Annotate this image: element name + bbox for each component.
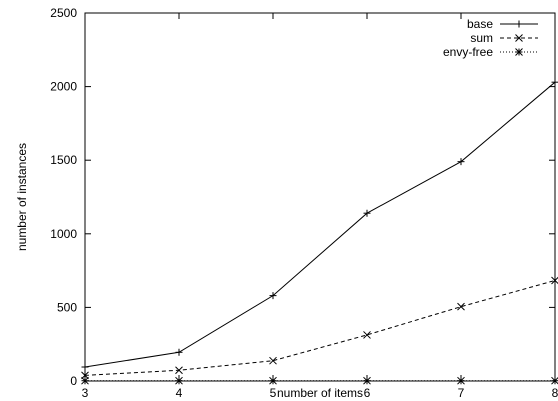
legend-marker-envy-free xyxy=(515,48,523,56)
x-tick-label: 6 xyxy=(364,386,371,400)
data-point-base xyxy=(551,78,558,86)
legend-entry-envy-free: envy-free xyxy=(443,45,538,59)
y-tick-label: 2500 xyxy=(50,6,77,20)
legend-marker-shape-base xyxy=(515,20,523,28)
legend-label-envy-free: envy-free xyxy=(443,45,493,59)
legend-marker-base xyxy=(515,20,523,28)
x-axis-label: number of items xyxy=(277,386,363,400)
data-point-envy-free xyxy=(363,376,371,385)
legend-label-sum: sum xyxy=(470,31,493,45)
y-axis-ticks: 0 500 1000 1500 2000 2500 xyxy=(50,6,555,388)
data-point-sum xyxy=(363,331,371,339)
data-point-sum xyxy=(551,276,558,285)
series-line-sum xyxy=(84,279,556,376)
data-point-envy-free xyxy=(81,376,89,385)
y-tick-label: 1500 xyxy=(50,153,77,167)
series-layer xyxy=(81,78,558,385)
data-point-base xyxy=(175,348,183,356)
y-tick-label: 2000 xyxy=(50,80,77,94)
x-tick-label: 7 xyxy=(458,386,465,400)
y-tick-label: 0 xyxy=(70,374,77,388)
data-point-envy-free xyxy=(175,376,183,385)
data-point-base xyxy=(269,292,277,300)
series-line-base xyxy=(84,81,556,368)
legend: base sum envy-free xyxy=(443,17,538,59)
legend-marker-shape-sum xyxy=(515,34,523,42)
data-point-base xyxy=(457,158,465,166)
legend-marker-shape-envy-free xyxy=(515,48,523,56)
x-tick-label: 8 xyxy=(552,386,558,400)
series-envy-free xyxy=(81,376,558,385)
y-tick-label: 1000 xyxy=(50,227,77,241)
y-axis-label: number of instances xyxy=(15,143,29,251)
data-point-sum xyxy=(175,366,183,375)
plot-frame xyxy=(84,12,556,382)
x-tick-label: 5 xyxy=(270,386,277,400)
series-base xyxy=(81,78,558,371)
x-tick-label: 3 xyxy=(82,386,89,400)
data-point-envy-free xyxy=(269,376,277,385)
y-tick-label: 500 xyxy=(57,300,77,314)
legend-marker-sum xyxy=(515,34,523,42)
legend-entry-sum: sum xyxy=(470,31,538,45)
series-sum xyxy=(81,276,558,380)
x-axis-ticks: 3 4 5 6 7 8 xyxy=(82,13,558,400)
data-point-base xyxy=(81,363,89,371)
data-point-envy-free xyxy=(457,376,465,385)
legend-entry-base: base xyxy=(467,17,538,31)
data-point-sum xyxy=(269,356,277,365)
data-point-sum xyxy=(457,302,465,311)
data-point-envy-free xyxy=(551,376,558,385)
x-tick-label: 4 xyxy=(176,386,183,400)
legend-label-base: base xyxy=(467,17,493,31)
data-point-base xyxy=(363,209,371,217)
